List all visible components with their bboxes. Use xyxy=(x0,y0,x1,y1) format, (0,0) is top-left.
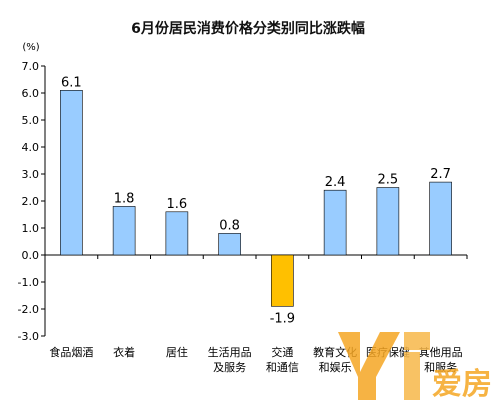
bar xyxy=(429,181,452,256)
y-tick-label: -3.0 xyxy=(18,330,39,343)
watermark-logo: 爱房 xyxy=(338,332,492,402)
bar xyxy=(112,206,136,256)
data-label: -1.9 xyxy=(270,311,295,326)
bar xyxy=(165,211,189,256)
y-tick-label: 4.0 xyxy=(22,141,40,154)
bar xyxy=(271,254,294,307)
bar xyxy=(376,187,400,256)
x-tick-label: 和娱乐 xyxy=(319,360,352,374)
data-label: 2.4 xyxy=(325,175,346,190)
label-layer: 6.1 1.8 1.6 0.8 -1.9 2.4 2.5 2.7 xyxy=(61,75,451,326)
data-label: 1.6 xyxy=(167,197,188,212)
bar xyxy=(218,233,241,256)
x-tick-label: 居住 xyxy=(166,345,188,359)
bar-layer xyxy=(60,90,452,307)
data-label: 2.5 xyxy=(378,173,399,188)
y-tick-label: -1.0 xyxy=(18,276,39,289)
chart-title: 6月份居民消费价格分类别同比涨跌幅 xyxy=(131,21,365,37)
y-tick-label: 2.0 xyxy=(22,195,40,208)
bar xyxy=(323,189,347,256)
y-tick-label: 3.0 xyxy=(22,168,40,181)
watermark-text: 爱房 xyxy=(432,367,492,402)
data-label: 6.1 xyxy=(61,75,82,90)
x-tick-label: 食品烟酒 xyxy=(49,345,93,359)
y-tick-label: 7.0 xyxy=(22,60,40,73)
x-tick-label: 和通信 xyxy=(266,361,299,374)
x-tick-label: 交通 xyxy=(271,345,293,359)
y-tick-label: 1.0 xyxy=(22,222,40,235)
y-tick-label: -2.0 xyxy=(18,303,39,316)
y-tick-label: 6.0 xyxy=(22,87,40,100)
y-axis-unit-label: (%) xyxy=(22,42,39,53)
x-tick-label: 及服务 xyxy=(213,361,246,374)
y-tick-label: 5.0 xyxy=(22,114,40,127)
x-tick-label: 生活用品 xyxy=(208,345,252,359)
data-label: 1.8 xyxy=(114,191,135,206)
y-tick-label: 0.0 xyxy=(22,249,40,262)
axis-layer: 7.0 6.0 5.0 4.0 3.0 2.0 1.0 0.0 -1.0 -2.0 -3.0 xyxy=(18,60,468,343)
bar xyxy=(60,90,83,256)
x-tick-label: 和服务 xyxy=(424,361,457,374)
data-label: 0.8 xyxy=(219,218,240,233)
x-tick-label: 衣着 xyxy=(113,345,135,359)
data-label: 2.7 xyxy=(430,167,451,182)
